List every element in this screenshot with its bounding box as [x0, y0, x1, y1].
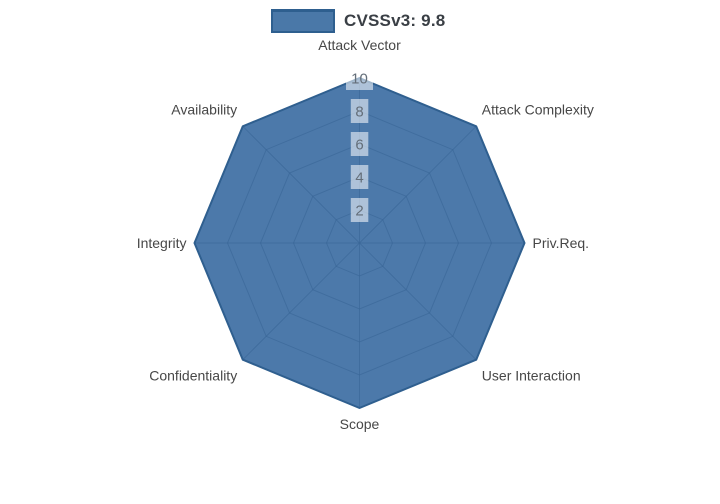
- tick-value: 2: [355, 203, 363, 220]
- axis-label-attack-vector: Attack Vector: [318, 37, 401, 53]
- radial-tick-8: 8: [350, 99, 369, 123]
- axis-label-availability: Availability: [171, 102, 237, 118]
- radial-tick-6: 6: [350, 132, 369, 156]
- axis-label-priv-req: Priv.Req.: [533, 235, 590, 251]
- axis-label-user-interaction: User Interaction: [482, 367, 581, 383]
- legend-label: CVSSv3: 9.8: [344, 11, 446, 30]
- tick-value: 6: [355, 137, 363, 154]
- axis-label-attack-complexity: Attack Complexity: [482, 102, 594, 118]
- cvss-data-polygon[interactable]: [193, 77, 526, 409]
- legend-swatch[interactable]: [271, 9, 335, 33]
- category-axis-labels: Attack Vector Attack Complexity Priv.Req. U…: [137, 37, 594, 432]
- axis-label-integrity: Integrity: [137, 235, 187, 251]
- tick-value: 4: [355, 170, 363, 187]
- radial-tick-2: 2: [350, 198, 369, 222]
- tick-chip: [346, 66, 373, 90]
- tick-value: 8: [355, 104, 363, 121]
- axis-label-scope: Scope: [340, 416, 380, 432]
- radial-tick-labels: 2 4 6 8 10: [346, 66, 373, 222]
- legend-item-cvssv3[interactable]: CVSSv3: 9.8: [271, 9, 445, 33]
- axis-label-confidentiality: Confidentiality: [149, 367, 237, 383]
- radar-data-layer: [193, 77, 526, 409]
- tick-chip: [350, 198, 369, 222]
- tick-chip: [350, 132, 369, 156]
- radial-tick-4: 4: [350, 165, 369, 189]
- tick-chip: [350, 99, 369, 123]
- radial-tick-10: 10: [346, 66, 373, 90]
- tick-value: 10: [351, 71, 368, 88]
- tick-chip: [350, 165, 369, 189]
